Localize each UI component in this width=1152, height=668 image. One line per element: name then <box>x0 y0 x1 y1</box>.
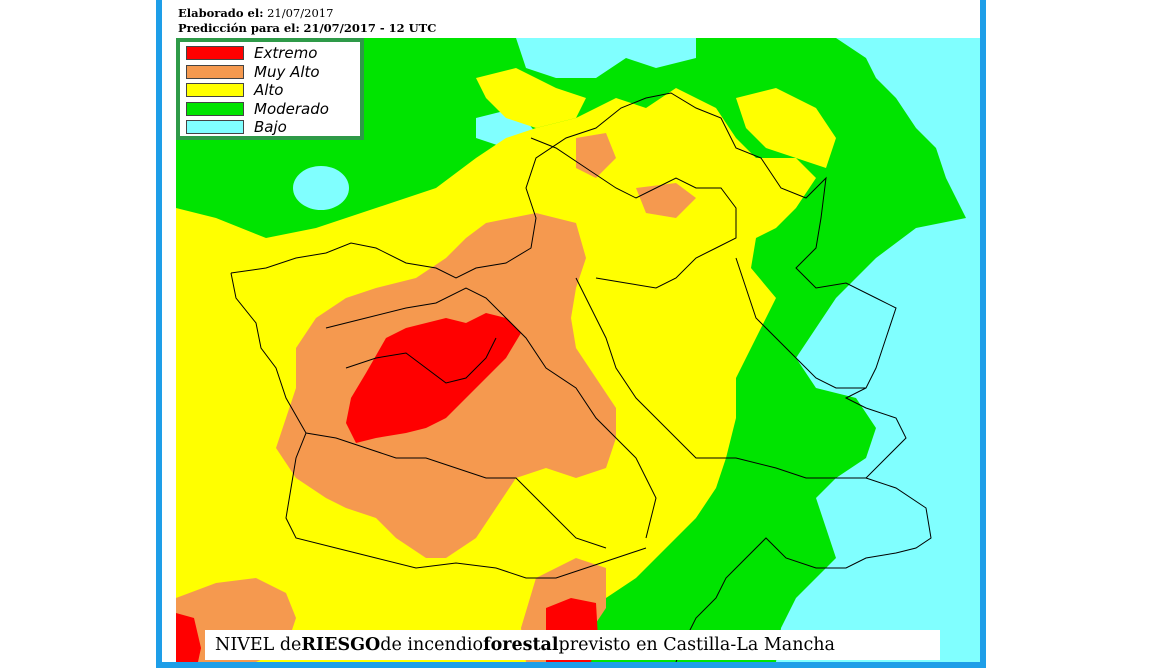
caption-part-2: RIESGO <box>301 635 381 655</box>
border-inner-3 <box>305 432 607 549</box>
legend-swatch-bajo <box>186 120 244 135</box>
legend-swatch-muy-alto <box>186 64 244 79</box>
caption-part-3: de incendio <box>380 635 484 655</box>
caption-part-1: NIVEL de <box>215 635 302 655</box>
elaborado-date: 21/07/2017 <box>267 6 334 20</box>
bajo-zone-east <box>776 38 980 662</box>
prediccion-line: Predicción para el: 21/07/2017 - 12 UTC <box>178 21 436 36</box>
border-inner-1 <box>325 287 657 539</box>
border-inner-6 <box>345 337 497 384</box>
province-borders <box>230 92 932 662</box>
legend-label-bajo: Bajo <box>254 118 287 137</box>
muy-alto-zone-n1 <box>576 133 616 178</box>
risk-map-svg <box>176 38 980 662</box>
legend-item-alto: Alto <box>186 81 354 100</box>
border-inner-4 <box>735 257 866 389</box>
elaborado-line: Elaborado el: 21/07/2017 <box>178 6 436 21</box>
border-inner-5 <box>530 137 737 289</box>
map-caption: NIVEL de RIESGO de incendio forestal pre… <box>205 630 940 660</box>
legend-item-muy-alto: Muy Alto <box>186 63 354 82</box>
legend-item-extremo: Extremo <box>186 44 354 63</box>
elaborado-label: Elaborado el: <box>178 6 264 20</box>
map-header: Elaborado el: 21/07/2017 Predicción para… <box>178 6 436 36</box>
legend-label-extremo: Extremo <box>254 44 318 63</box>
bajo-zone-north <box>516 38 696 78</box>
legend-label-muy-alto: Muy Alto <box>254 62 320 81</box>
legend-swatch-alto <box>186 83 244 98</box>
legend: Extremo Muy Alto Alto Moderado Bajo <box>176 38 364 140</box>
border-outline <box>230 92 932 662</box>
border-west <box>230 272 647 579</box>
caption-part-4: forestal <box>483 635 559 655</box>
legend-item-moderado: Moderado <box>186 100 354 119</box>
alto-zone-ne <box>736 88 836 168</box>
prediccion-label: Predicción para el: <box>178 21 300 35</box>
extremo-zone-sw <box>176 613 201 662</box>
alto-zone-n <box>476 68 586 128</box>
extremo-zone-center <box>346 313 521 443</box>
prediccion-value: 21/07/2017 - 12 UTC <box>303 21 437 35</box>
muy-alto-zone-n2 <box>636 183 696 218</box>
legend-item-bajo: Bajo <box>186 118 354 137</box>
border-inner-2 <box>575 277 866 479</box>
legend-swatch-extremo <box>186 46 244 61</box>
legend-swatch-moderado <box>186 101 244 116</box>
caption-part-5: previsto en Castilla-La Mancha <box>558 635 835 655</box>
legend-label-moderado: Moderado <box>254 99 329 118</box>
legend-label-alto: Alto <box>254 81 284 100</box>
bajo-zone-west <box>293 166 349 210</box>
risk-map <box>176 38 980 662</box>
